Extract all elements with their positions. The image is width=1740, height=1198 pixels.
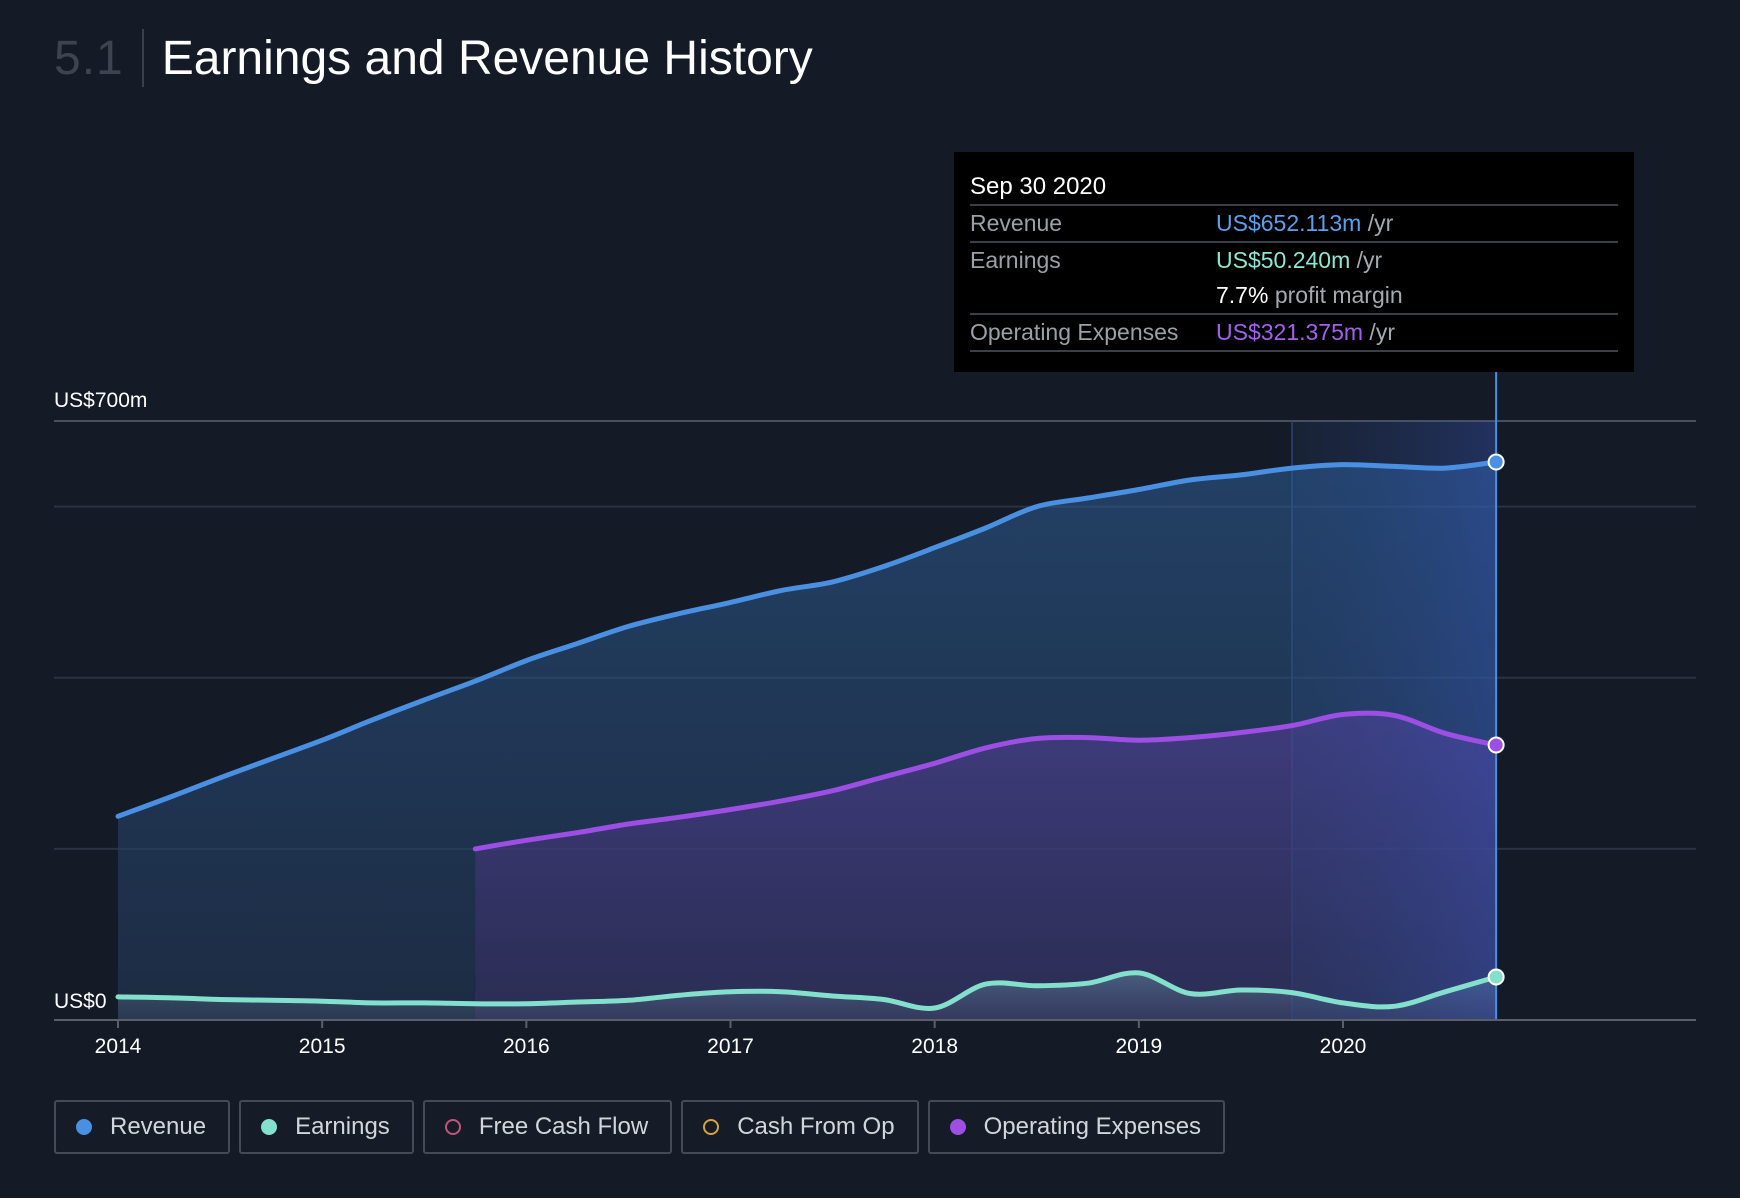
tooltip-row-margin: 7.7% profit margin (970, 278, 1618, 315)
tooltip-margin-value: 7.7% (1216, 282, 1269, 308)
tooltip-revenue-label: Revenue (970, 210, 1063, 236)
tooltip-earnings-value: US$50.240m (1216, 247, 1351, 273)
tooltip-earnings-unit: /yr (1350, 247, 1383, 273)
revenue-end-marker (1487, 453, 1505, 471)
earnings-end-marker (1487, 968, 1505, 986)
recent-period-highlight (1291, 421, 1497, 1020)
tooltip-revenue-unit: /yr (1361, 210, 1394, 236)
x-tick-label-2017: 2017 (707, 1035, 754, 1058)
tooltip-opex-label: Operating Expenses (970, 319, 1179, 345)
y-tick-label-700: US$700m (54, 389, 147, 412)
tooltip-opex-unit: /yr (1363, 319, 1395, 345)
legend-dot-icon (76, 1119, 92, 1135)
tooltip-row-revenue: Revenue US$652.113m /yr (970, 206, 1618, 243)
x-tick-label-2018: 2018 (911, 1035, 958, 1058)
series-end-markers (1487, 453, 1505, 986)
tooltip-opex-value: US$321.375m (1216, 319, 1364, 345)
legend-label: Revenue (110, 1113, 207, 1140)
earnings-line (115, 970, 1499, 1011)
legend-cash-from-op-toggle[interactable]: Cash From Op (681, 1100, 919, 1154)
legend-dot-icon (444, 1119, 461, 1135)
x-tick-label-2020: 2020 (1320, 1035, 1367, 1058)
revenue-line (115, 459, 1499, 819)
legend-label: Free Cash Flow (478, 1113, 649, 1140)
x-tick-label-2019: 2019 (1115, 1035, 1162, 1058)
legend-label: Cash From Op (737, 1113, 895, 1140)
tooltip-earnings-label: Earnings (970, 247, 1061, 273)
tooltip-margin-text: profit margin (1268, 282, 1403, 308)
legend-revenue-toggle[interactable]: Revenue (54, 1100, 231, 1154)
legend-label: Earnings (295, 1113, 390, 1140)
x-tick-label-2015: 2015 (299, 1035, 346, 1058)
chart-header: 5.1 Earnings and Revenue History (54, 28, 813, 88)
operating-expenses-line (472, 710, 1499, 852)
operating-expenses-end-marker (1487, 736, 1505, 754)
header-divider (141, 29, 144, 87)
legend-dot-icon (703, 1119, 720, 1135)
tooltip-date: Sep 30 2020 (970, 170, 1618, 206)
earnings-area (118, 972, 1497, 1020)
legend-label: Operating Expenses (983, 1113, 1202, 1140)
tooltip-row-opex: Operating Expenses US$321.375m /yr (970, 315, 1618, 352)
legend-operating-expenses-toggle[interactable]: Operating Expenses (927, 1100, 1226, 1154)
legend-earnings-toggle[interactable]: Earnings (239, 1100, 414, 1154)
section-number: 5.1 (54, 31, 124, 85)
x-tick-label-2016: 2016 (503, 1035, 550, 1058)
tooltip-revenue-value: US$652.113m (1216, 210, 1362, 236)
operating-expenses-area (475, 713, 1497, 1020)
hover-tooltip: Sep 30 2020 Revenue US$652.113m /yr Earn… (954, 152, 1634, 372)
y-tick-label-0: US$0 (54, 990, 107, 1013)
x-tick-label-2014: 2014 (95, 1035, 142, 1058)
chart-legend: Revenue Earnings Free Cash Flow Cash From O… (54, 1100, 1226, 1154)
series-areas (118, 462, 1497, 1020)
legend-free-cash-flow-toggle[interactable]: Free Cash Flow (422, 1100, 673, 1154)
axes: US$700m US$0 2014 2015 2016 2017 2018 2019 2020 (54, 389, 1696, 1058)
tooltip-row-earnings: Earnings US$50.240m /yr (970, 243, 1618, 278)
series-lines (115, 459, 1499, 1011)
legend-dot-icon (261, 1119, 278, 1135)
legend-dot-icon (949, 1119, 966, 1135)
page-title: Earnings and Revenue History (161, 31, 813, 85)
